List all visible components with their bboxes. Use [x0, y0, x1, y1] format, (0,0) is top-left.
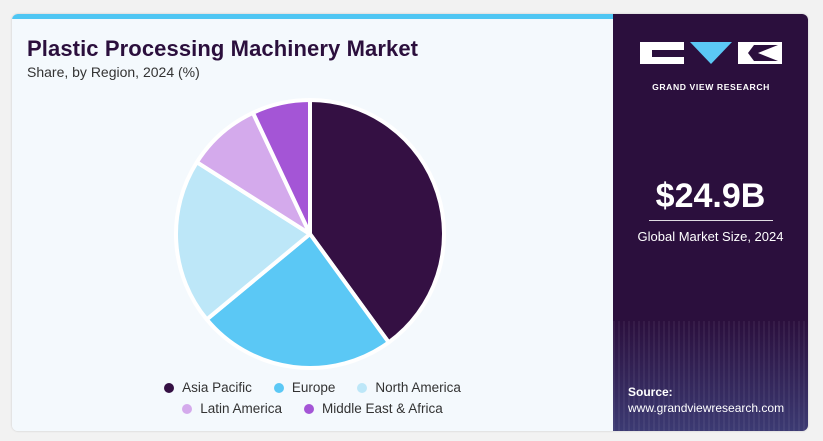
legend-row-1: Asia Pacific Europe North America	[12, 380, 613, 395]
source-label: Source:	[628, 385, 673, 399]
legend-label-asia-pacific: Asia Pacific	[182, 380, 252, 395]
legend-dot-europe	[273, 382, 284, 393]
chart-panel: Plastic Processing Machinery Market Shar…	[12, 14, 613, 431]
infographic-card: Plastic Processing Machinery Market Shar…	[12, 14, 808, 431]
gvr-logo-icon	[640, 42, 782, 64]
market-size-label: Global Market Size, 2024	[637, 229, 784, 244]
legend-dot-asia-pacific	[164, 382, 175, 393]
chart-subtitle: Share, by Region, 2024 (%)	[27, 64, 200, 80]
source-url: www.grandviewresearch.com	[628, 401, 785, 415]
legend-dot-north-america	[357, 382, 368, 393]
pie-slice-middle-east-africa	[250, 98, 312, 236]
brand-name: GRAND VIEW RESEARCH	[652, 82, 770, 92]
legend-item-europe: Europe	[273, 380, 336, 395]
legend-label-latin-america: Latin America	[200, 401, 282, 416]
market-size-value: $24.9B	[655, 177, 766, 215]
legend-item-latin-america: Latin America	[182, 401, 282, 416]
wave-pattern	[613, 321, 808, 431]
accent-bar	[12, 14, 613, 19]
legend-label-europe: Europe	[291, 380, 336, 395]
sidebar-panel: GRAND VIEW RESEARCH $24.9B Global Market…	[613, 14, 808, 431]
pie-slice-north-america	[174, 160, 312, 322]
brand-logo: GRAND VIEW RESEARCH	[638, 38, 784, 98]
divider	[649, 220, 773, 221]
legend-row-2: Latin America Middle East & Africa	[12, 401, 613, 416]
legend-label-north-america: North America	[375, 380, 461, 395]
legend-label-middle-east-africa: Middle East & Africa	[321, 401, 443, 416]
pie-slice-asia-pacific	[308, 98, 446, 345]
legend-item-north-america: North America	[357, 380, 461, 395]
pie-chart	[174, 98, 446, 370]
legend-dot-latin-america	[182, 403, 193, 414]
pie-slice-europe	[204, 232, 391, 370]
legend-dot-middle-east-africa	[303, 403, 314, 414]
chart-title: Plastic Processing Machinery Market	[27, 36, 419, 61]
legend-item-middle-east-africa: Middle East & Africa	[303, 401, 443, 416]
legend-item-asia-pacific: Asia Pacific	[164, 380, 252, 395]
